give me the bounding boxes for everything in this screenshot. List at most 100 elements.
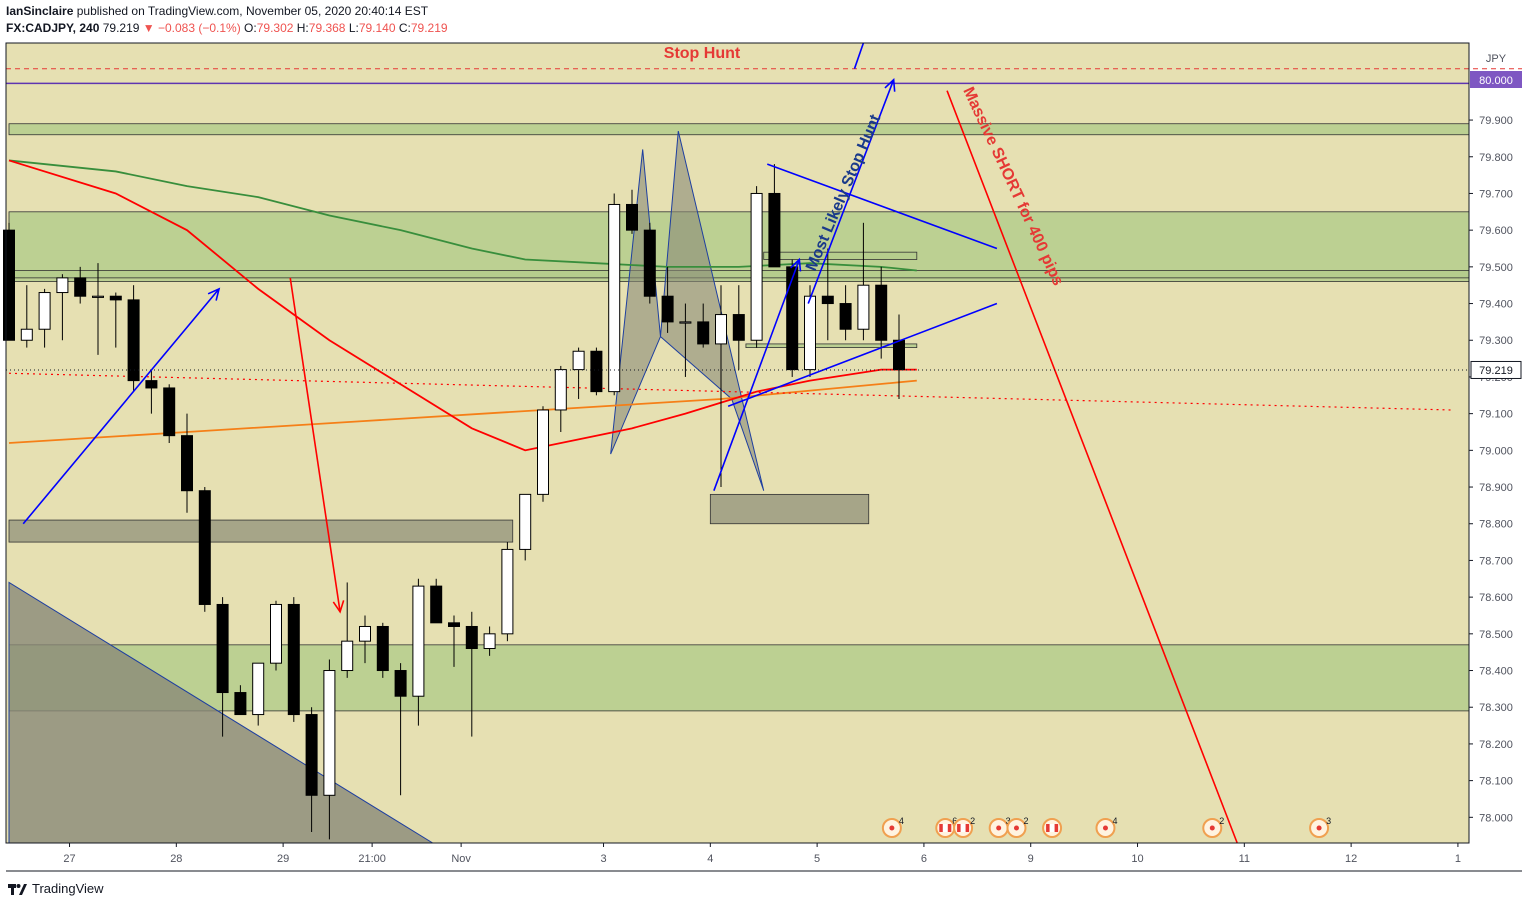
candle-body — [145, 380, 158, 389]
y-tick-label: 78.900 — [1479, 482, 1513, 494]
footer-brand-label[interactable]: TradingView — [32, 881, 104, 896]
zone-rect — [709, 493, 870, 525]
candle-body — [270, 603, 282, 664]
candle-body — [448, 622, 460, 627]
x-tick-label: 10 — [1131, 853, 1143, 865]
arrow-head — [790, 257, 802, 272]
x-tick-label: 6 — [921, 853, 927, 865]
marked-price-tag — [1470, 71, 1522, 88]
last-price: 79.219 — [102, 21, 140, 35]
candle-body — [857, 284, 870, 330]
x-tick-label: 11 — [1239, 853, 1250, 865]
last-price-marker: 79.219 — [6, 360, 1522, 379]
candle-body — [893, 339, 905, 371]
y-tick-label: 78.300 — [1479, 702, 1513, 714]
time-axis[interactable]: 27 28 29 21:00 Nov 3 4 5 6 9 10 11 12 1 — [6, 843, 1522, 872]
candle-body — [875, 284, 888, 341]
y-tick-label: 78.200 — [1479, 739, 1513, 751]
canada-flag-center — [1049, 824, 1055, 832]
x-tick-label: 9 — [1028, 853, 1034, 865]
ema-red-line — [8, 159, 917, 452]
publish-info: IanSinclaire published on TradingView.co… — [6, 4, 428, 18]
trendline — [713, 259, 801, 491]
candle-body — [821, 295, 834, 305]
trendline — [727, 302, 998, 408]
candle-body — [74, 277, 87, 297]
event-count: 3 — [1326, 816, 1331, 826]
event-dot — [889, 825, 895, 831]
candle-body — [697, 321, 710, 345]
current-price-label: 79.219 — [1479, 365, 1513, 377]
zone-rect — [8, 270, 1470, 279]
candle-body — [394, 670, 407, 697]
price-axis[interactable]: JPY 80.000 79.900 79.800 79.700 79.600 79.50… — [1468, 43, 1522, 843]
candle-body — [804, 295, 816, 371]
y-tick-label: 79.400 — [1479, 299, 1513, 311]
event-count: 3 — [1006, 816, 1011, 826]
symbol-label[interactable]: FX:CADJPY, 240 — [6, 21, 100, 35]
trendline — [767, 163, 998, 250]
dotted-trendline — [8, 372, 1451, 411]
candle-body — [305, 714, 318, 796]
zone-rect — [8, 519, 514, 543]
candle-body — [732, 314, 745, 341]
candle-body — [252, 662, 265, 716]
low-value: 79.140 — [358, 21, 396, 35]
candle-body — [590, 350, 603, 393]
candle-body — [3, 229, 15, 341]
stop-hunt-label: Stop Hunt — [664, 45, 741, 62]
event-count: 4 — [1112, 816, 1117, 826]
high-label: H: — [296, 21, 309, 35]
candle-body — [92, 295, 104, 298]
candle-body — [750, 192, 763, 341]
x-tick-label: 3 — [600, 853, 606, 865]
candle-body — [519, 493, 532, 550]
trendline — [807, 79, 895, 304]
y-tick-label: 79.000 — [1479, 445, 1513, 457]
candle-body — [216, 603, 229, 694]
y-tick-label: 78.800 — [1479, 519, 1513, 531]
zone-rect — [763, 251, 918, 260]
open-value: 79.302 — [256, 21, 294, 35]
event-dot — [1013, 825, 1019, 831]
candle-body — [287, 603, 300, 716]
currency-label: JPY — [1486, 53, 1507, 65]
symbol-info: FX:CADJPY, 240 79.219 ▼ −0.083 (−0.1%) O… — [6, 21, 448, 35]
price-change: ▼ −0.083 (−0.1%) — [142, 21, 241, 35]
candle-body — [56, 277, 69, 294]
y-tick-label: 79.800 — [1479, 152, 1513, 164]
x-tick-label: 1 — [1455, 853, 1461, 865]
low-label: L: — [348, 21, 359, 35]
x-tick-label: Nov — [451, 853, 471, 865]
candle-body — [465, 625, 478, 650]
candle-body — [768, 192, 781, 268]
candle-body — [198, 490, 211, 605]
published-text: published on TradingView.com, November 0… — [76, 4, 429, 18]
y-tick-label: 78.600 — [1479, 592, 1513, 604]
candle-body — [359, 625, 371, 642]
event-count: 4 — [899, 816, 904, 826]
current-price-tag — [1470, 360, 1522, 379]
candle-body — [537, 409, 549, 495]
tradingview-logo-icon[interactable] — [8, 882, 28, 896]
close-value: 79.219 — [410, 21, 448, 35]
y-tick-label: 78.100 — [1479, 776, 1513, 788]
x-tick-label: 12 — [1345, 853, 1357, 865]
author-name[interactable]: IanSinclaire — [6, 4, 74, 18]
y-tick-label: 79.900 — [1479, 115, 1513, 127]
arrow-head — [207, 287, 221, 301]
plot-border — [5, 42, 1470, 844]
trendline — [946, 90, 1238, 844]
y-tick-label: 78.500 — [1479, 629, 1513, 641]
x-tick-label: 28 — [170, 853, 182, 865]
close-label: C: — [398, 21, 411, 35]
candle-body — [572, 350, 585, 371]
canada-flag-center — [960, 824, 966, 832]
candle-body — [554, 369, 567, 411]
candle-body — [376, 625, 389, 672]
high-value: 79.368 — [308, 21, 346, 35]
open-label: O: — [244, 21, 257, 35]
marked-price-label: 80.000 — [1479, 75, 1513, 87]
y-tick-label: 79.600 — [1479, 225, 1513, 237]
